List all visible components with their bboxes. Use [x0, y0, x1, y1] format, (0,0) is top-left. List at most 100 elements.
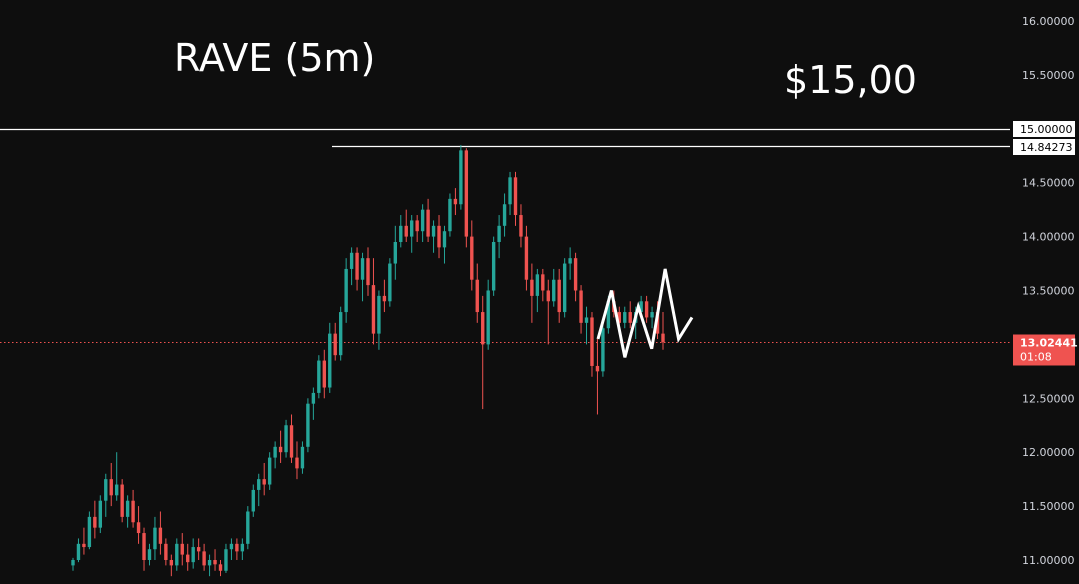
target-annotation: $15,00: [784, 58, 917, 102]
candle-body: [71, 560, 75, 566]
candle: [142, 527, 146, 571]
candle: [82, 527, 86, 555]
candle: [399, 215, 403, 248]
candle-body: [393, 241, 398, 264]
candle-body: [541, 274, 545, 291]
candle-body: [623, 312, 627, 323]
candle: [366, 247, 370, 296]
candle: [175, 538, 179, 571]
candle: [382, 279, 387, 313]
candle: [410, 215, 414, 253]
y-tick-label: 14.00000: [1022, 231, 1075, 244]
candle-body: [76, 543, 81, 560]
candle: [453, 188, 458, 216]
candle-body: [295, 457, 299, 469]
candle: [273, 441, 277, 469]
candle: [491, 236, 496, 296]
candle: [71, 557, 75, 571]
candle: [519, 204, 523, 248]
candle: [562, 258, 567, 318]
candle-body: [568, 258, 572, 264]
candle: [186, 543, 190, 571]
candle-body: [661, 333, 665, 343]
candle: [213, 549, 217, 571]
candle-body: [300, 446, 305, 469]
candle-body: [142, 533, 146, 560]
candle-body: [437, 225, 441, 248]
candle: [530, 263, 534, 323]
candle-body: [153, 527, 157, 550]
candle-body: [317, 360, 321, 393]
candle: [240, 538, 245, 560]
candle: [125, 495, 130, 528]
candle: [437, 215, 441, 259]
candle: [349, 247, 354, 286]
candle: [344, 258, 348, 323]
candle-body: [289, 425, 294, 458]
candle-body: [125, 500, 130, 517]
candle-body: [180, 543, 184, 555]
y-tick-label: 15.50000: [1022, 69, 1075, 82]
candle-body: [191, 547, 195, 563]
candle: [76, 538, 81, 563]
candle-body: [486, 290, 490, 345]
candle-body: [202, 551, 206, 566]
candle-body: [530, 279, 534, 296]
candle: [426, 198, 430, 242]
candle: [486, 279, 490, 350]
candle: [191, 538, 195, 569]
candle: [644, 295, 649, 323]
candle: [322, 349, 326, 399]
candle-body: [82, 543, 86, 548]
candle: [404, 209, 408, 242]
candle: [524, 225, 529, 291]
candle-body: [93, 516, 97, 528]
candle: [257, 473, 261, 507]
candle-body: [497, 225, 501, 242]
candle: [535, 268, 540, 313]
candle: [475, 263, 479, 323]
candle-body: [415, 220, 419, 232]
y-tick-label: 16.00000: [1022, 15, 1075, 28]
candle: [295, 441, 299, 480]
candle-body: [410, 220, 414, 237]
candle-body: [136, 522, 141, 534]
candle-body: [388, 263, 392, 302]
level-label-box: [1013, 121, 1075, 137]
candle: [229, 538, 234, 560]
candle: [420, 204, 425, 242]
candle: [147, 543, 152, 566]
candle: [448, 193, 452, 237]
candle-body: [404, 225, 408, 237]
candle: [284, 419, 288, 458]
candle: [136, 506, 141, 544]
candle: [628, 301, 632, 329]
candle-body: [366, 258, 370, 286]
candle: [202, 543, 206, 571]
candle-body: [399, 225, 403, 242]
candle-body: [442, 231, 447, 248]
candle: [371, 258, 376, 345]
y-tick-label: 12.00000: [1022, 446, 1075, 459]
candle: [470, 220, 474, 291]
candle: [278, 430, 283, 463]
candle-body: [513, 177, 518, 216]
candle-body: [349, 252, 354, 269]
candle: [623, 306, 627, 329]
candle-body: [426, 209, 430, 237]
candle: [584, 306, 589, 345]
candle-body: [579, 290, 583, 323]
current-price-label: 13.02441: [1020, 337, 1078, 350]
candle-body: [360, 258, 365, 280]
candle-body: [229, 543, 234, 550]
candle: [328, 322, 332, 393]
candle: [311, 387, 316, 420]
candle-body: [491, 241, 496, 291]
candle-body: [262, 479, 266, 485]
candle-body: [355, 252, 359, 280]
y-tick-label: 11.50000: [1022, 500, 1075, 513]
candle: [218, 560, 223, 577]
candle-body: [322, 360, 326, 388]
projection-arrow-path: [596, 268, 694, 358]
